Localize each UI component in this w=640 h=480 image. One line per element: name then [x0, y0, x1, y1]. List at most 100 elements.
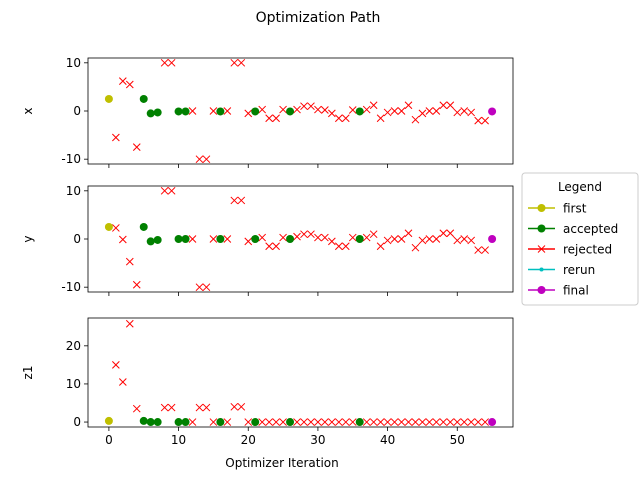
rejected-marker [369, 101, 378, 110]
rejected-marker [272, 242, 280, 251]
accepted-marker [146, 237, 155, 246]
legend-label: rerun [563, 263, 595, 277]
y-axis-label: z1 [21, 366, 35, 380]
rejected-marker [237, 58, 246, 67]
rejected-marker [334, 418, 343, 426]
rejected-marker [321, 233, 329, 242]
rejected-marker [272, 418, 280, 426]
rejected-marker [425, 235, 434, 243]
accepted-marker [355, 235, 364, 243]
rejected-marker [118, 378, 127, 386]
rejected-marker [341, 242, 350, 251]
rejected-marker [321, 106, 329, 114]
legend: Legend first accepted rejected rerun final [521, 172, 639, 306]
rejected-marker [467, 236, 476, 245]
subplot-panels: -10 0 10 x -10 0 10 y 0 10 20 0 10 20 30 40 50 z1 [21, 56, 514, 447]
rejected-marker [432, 418, 441, 426]
accepted-marker [355, 107, 364, 116]
rejected-marker [418, 109, 427, 118]
rejected-marker [307, 102, 315, 111]
rejected-marker [223, 418, 232, 426]
rejected-marker [327, 418, 336, 426]
rejected-marker [341, 114, 350, 123]
x-tick-label: 30 [310, 433, 325, 447]
rejected-marker [474, 418, 483, 426]
rejected-marker [376, 114, 385, 123]
legend-frame [521, 172, 639, 306]
accepted-marker [174, 235, 183, 243]
axes-frame [87, 317, 514, 428]
rejected-marker [132, 280, 141, 289]
y-tick-label: 0 [73, 104, 81, 118]
accepted-marker [355, 418, 364, 427]
y-tick-label: -10 [61, 152, 81, 166]
x-tick-label: 20 [241, 433, 256, 447]
rejected-marker [314, 233, 322, 242]
rejected-marker [376, 242, 385, 251]
rejected-marker [244, 109, 253, 118]
rejected-marker [369, 418, 378, 426]
legend-item-accepted: accepted [528, 222, 618, 236]
rejected-marker [397, 418, 406, 426]
y-axis-label: x [21, 107, 35, 114]
legend-item-final: final [528, 284, 589, 298]
rejected-marker [467, 108, 476, 117]
rejected-marker [460, 107, 469, 115]
rejected-marker [453, 418, 462, 426]
subplot-1: -10 0 10 x [21, 56, 514, 168]
rejected-marker [439, 418, 448, 426]
rejected-marker [265, 114, 274, 123]
rejected-marker [314, 105, 322, 114]
rejected-marker [195, 155, 204, 164]
rejected-marker [112, 224, 120, 232]
rejected-marker [390, 418, 399, 426]
accepted-marker [174, 107, 183, 116]
rejected-marker [244, 237, 253, 246]
rejected-marker [223, 107, 232, 115]
accepted-marker [139, 416, 148, 425]
accepted-marker [251, 107, 260, 116]
rejected-marker [348, 233, 357, 242]
rejected-marker [383, 418, 392, 426]
legend-marker [539, 267, 544, 272]
legend-item-rerun: rerun [528, 263, 595, 277]
x-tick-label: 0 [105, 433, 113, 447]
rejected-marker [202, 283, 211, 292]
y-tick-label: 0 [73, 232, 81, 246]
rejected-marker [418, 418, 427, 426]
rejected-marker [209, 107, 218, 115]
accepted-marker [216, 235, 225, 243]
rejected-marker [209, 418, 218, 426]
rejected-marker [160, 186, 169, 195]
accepted-marker [146, 418, 155, 427]
rejected-marker [383, 236, 392, 245]
legend-marker [537, 286, 546, 294]
rejected-marker [397, 235, 406, 243]
rejected-marker [474, 116, 483, 125]
rejected-marker [314, 418, 322, 426]
accepted-marker [181, 107, 190, 116]
rejected-marker [432, 107, 441, 115]
rejected-marker [404, 101, 413, 110]
accepted-marker [216, 107, 225, 116]
accepted-marker [146, 109, 155, 118]
rejected-marker [293, 105, 301, 114]
rejected-marker [160, 403, 169, 412]
rejected-marker [334, 242, 343, 251]
accepted-marker [251, 235, 260, 243]
first-marker [104, 222, 113, 231]
x-tick-label: 50 [450, 433, 465, 447]
rejected-marker [390, 235, 399, 243]
legend-label: accepted [563, 222, 618, 236]
rejected-marker [453, 236, 462, 245]
accepted-marker [181, 418, 190, 427]
rejected-marker [383, 108, 392, 117]
accepted-marker [139, 222, 148, 231]
rejected-marker [327, 237, 336, 246]
rejected-marker [265, 418, 274, 426]
rejected-marker [348, 418, 357, 426]
rejected-marker [397, 107, 406, 115]
rejected-marker [362, 105, 371, 114]
rejected-marker [446, 101, 455, 110]
y-tick-label: -10 [61, 280, 81, 294]
